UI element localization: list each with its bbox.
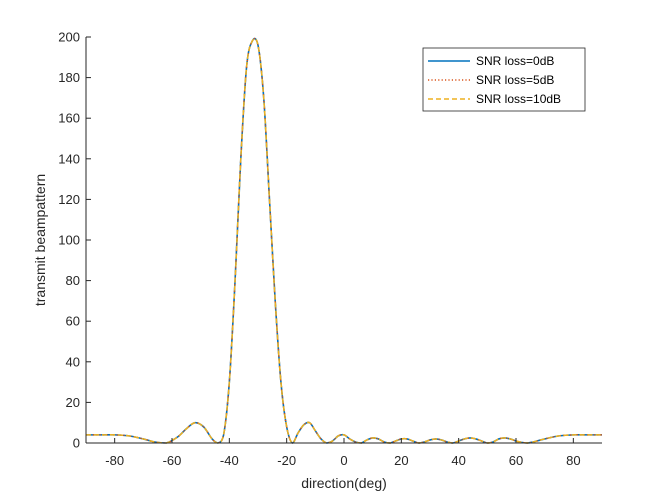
x-tick-label: 0 — [340, 453, 347, 468]
x-axis-label: direction(deg) — [301, 475, 387, 491]
tick-layer: -80 -60 -40 -20 0 20 40 60 80 0 20 40 60 80 100 120 140 1… — [58, 30, 580, 469]
y-tick-label: 140 — [58, 151, 80, 166]
y-tick-label: 160 — [58, 111, 80, 126]
x-tick-label: 20 — [394, 453, 408, 468]
legend-label: SNR loss=10dB — [476, 92, 561, 106]
x-tick-label: -20 — [277, 453, 296, 468]
y-tick-label: 120 — [58, 192, 80, 207]
series-line-3 — [86, 37, 602, 444]
x-tick-label: -80 — [105, 453, 124, 468]
x-tick-label: 40 — [451, 453, 465, 468]
y-tick-label: 200 — [58, 30, 80, 45]
x-tick-label: 80 — [566, 453, 580, 468]
y-tick-label: 40 — [66, 354, 80, 369]
y-tick-label: 0 — [73, 436, 80, 451]
y-axis-label: transmit beampattern — [32, 174, 48, 306]
x-tick-label: -40 — [220, 453, 239, 468]
legend-label: SNR loss=5dB — [476, 73, 554, 87]
y-tick-label: 20 — [66, 395, 80, 410]
y-tick-label: 60 — [66, 314, 80, 329]
x-tick-label: 60 — [509, 453, 523, 468]
y-tick-label: 180 — [58, 70, 80, 85]
legend-label: SNR loss=0dB — [476, 54, 554, 68]
legend: SNR loss=0dB SNR loss=5dB SNR loss=10dB — [422, 47, 586, 112]
legend-box — [422, 47, 586, 112]
y-tick-label: 80 — [66, 273, 80, 288]
x-tick-label: -60 — [163, 453, 182, 468]
y-tick-label: 100 — [58, 233, 80, 248]
